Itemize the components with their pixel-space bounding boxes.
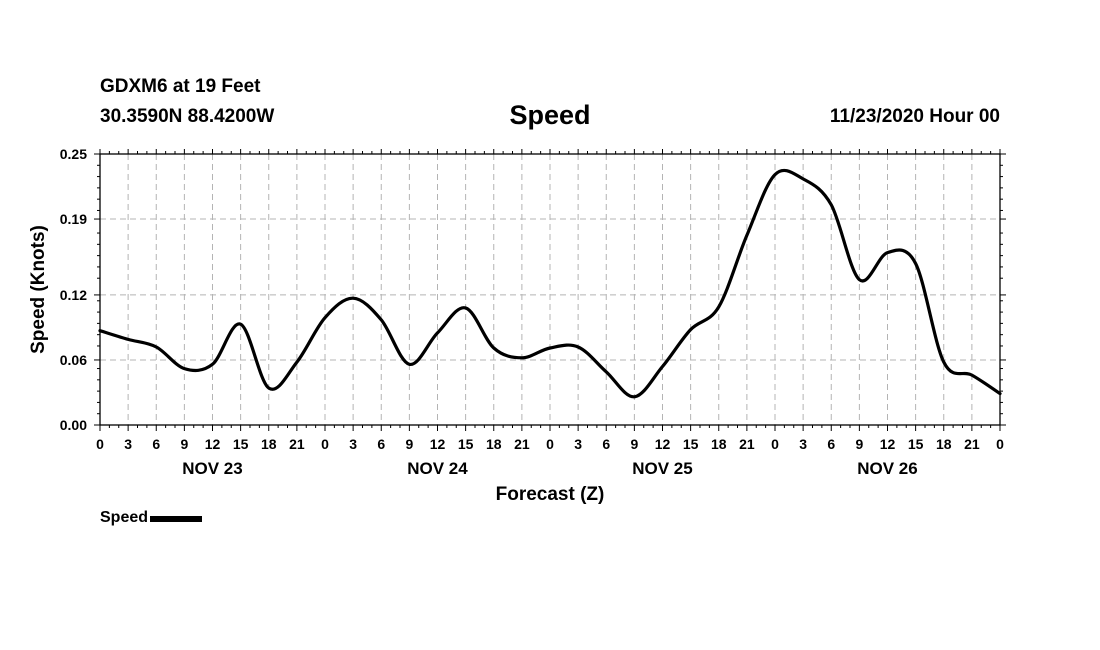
- y-axis-title: Speed (Knots): [28, 225, 49, 354]
- forecast-timestamp: 11/23/2020 Hour 00: [829, 106, 1000, 127]
- x-tick-label: 9: [630, 436, 638, 452]
- x-tick-label: 0: [996, 436, 1004, 452]
- x-tick-label: 18: [486, 436, 502, 452]
- x-tick-label: 21: [964, 436, 980, 452]
- coordinates-label: 30.3590N 88.4200W: [100, 106, 275, 127]
- legend: Speed: [100, 509, 203, 527]
- x-tick-label: 18: [711, 436, 727, 452]
- x-tick-label: 3: [124, 436, 132, 452]
- x-tick-label: 18: [936, 436, 952, 452]
- x-tick-label: 3: [349, 436, 357, 452]
- day-label: NOV 25: [632, 459, 692, 478]
- x-tick-label: 21: [514, 436, 530, 452]
- x-tick-label: 3: [574, 436, 582, 452]
- x-tick-label: 15: [233, 436, 249, 452]
- station-label: GDXM6 at 19 Feet: [100, 76, 261, 97]
- day-label: NOV 26: [857, 459, 917, 478]
- x-tick-label: 9: [855, 436, 863, 452]
- x-tick-label: 9: [405, 436, 413, 452]
- x-tick-label: 6: [602, 436, 610, 452]
- x-tick-label: 6: [827, 436, 835, 452]
- x-tick-label: 12: [655, 436, 671, 452]
- x-tick-label: 3: [799, 436, 807, 452]
- day-label: NOV 24: [407, 459, 468, 478]
- x-tick-label: 18: [261, 436, 277, 452]
- x-tick-label: 9: [180, 436, 188, 452]
- legend-swatch: [150, 516, 203, 522]
- x-tick-label: 6: [152, 436, 160, 452]
- y-tick-label: 0.25: [60, 146, 87, 162]
- x-tick-label: 21: [289, 436, 305, 452]
- y-tick-label: 0.00: [60, 417, 87, 433]
- x-tick-label: 12: [880, 436, 896, 452]
- y-tick-label: 0.19: [60, 211, 87, 227]
- x-tick-label: 0: [321, 436, 329, 452]
- x-tick-label: 6: [377, 436, 385, 452]
- x-axis-title: Forecast (Z): [496, 484, 605, 505]
- x-tick-label: 0: [771, 436, 779, 452]
- x-tick-label: 15: [458, 436, 474, 452]
- x-tick-label: 12: [205, 436, 221, 452]
- chart-title: Speed: [509, 100, 591, 130]
- x-tick-label: 15: [908, 436, 924, 452]
- x-tick-label: 12: [430, 436, 446, 452]
- x-tick-label: 0: [96, 436, 104, 452]
- x-tick-label: 0: [546, 436, 554, 452]
- y-tick-label: 0.06: [60, 352, 87, 368]
- x-tick-label: 15: [683, 436, 699, 452]
- y-tick-label: 0.12: [60, 287, 87, 303]
- legend-label: Speed: [100, 509, 149, 526]
- speed-series-line: [98, 168, 1002, 399]
- x-tick-label: 21: [739, 436, 755, 452]
- day-label: NOV 23: [182, 459, 242, 478]
